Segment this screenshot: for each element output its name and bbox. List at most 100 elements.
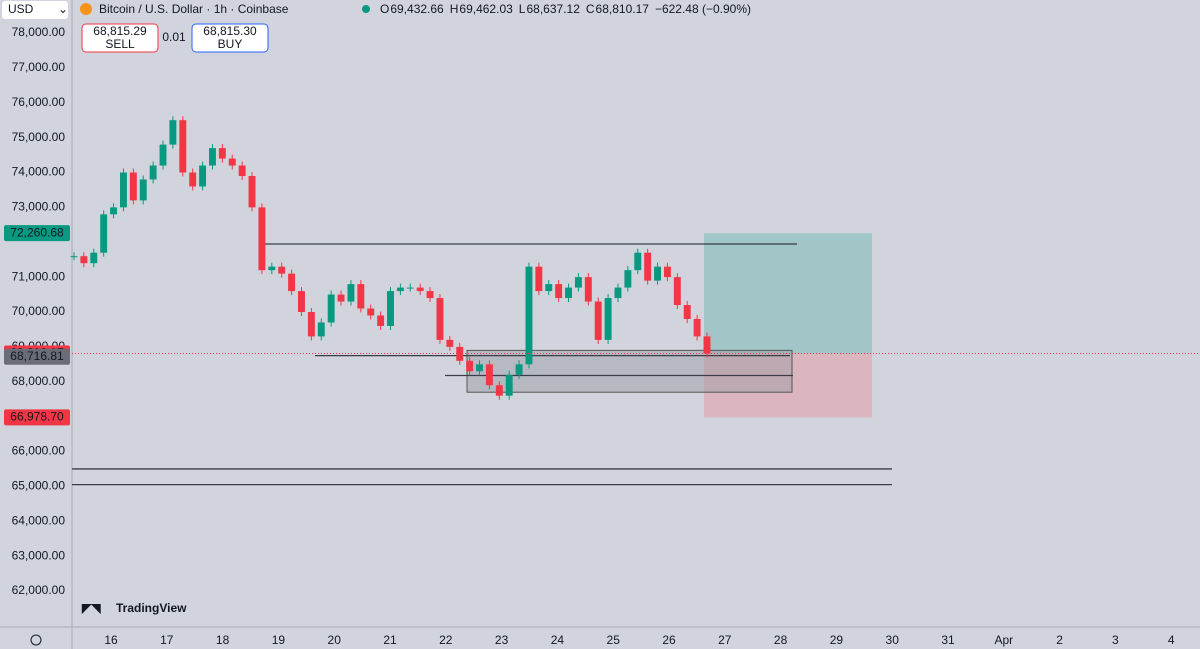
candle xyxy=(248,175,256,208)
candle xyxy=(663,266,671,278)
candle xyxy=(119,172,127,208)
y-tick-label: 70,000.00 xyxy=(12,304,66,318)
x-tick-label: 30 xyxy=(886,633,900,647)
candle xyxy=(396,287,404,292)
candle xyxy=(387,291,394,326)
currency: USD xyxy=(8,2,34,16)
candle xyxy=(199,165,207,187)
candle xyxy=(654,266,662,281)
price-badge xyxy=(4,225,70,242)
candle xyxy=(347,284,355,302)
buy-price: 68,815.30 xyxy=(203,24,257,38)
brand: TradingView xyxy=(116,601,187,615)
candle xyxy=(298,291,305,312)
target-zone xyxy=(704,233,872,354)
x-tick-label: 22 xyxy=(439,633,453,647)
candle xyxy=(416,287,424,292)
brand-mark: ◤◥ xyxy=(81,601,101,615)
currency-select[interactable] xyxy=(2,1,68,19)
price-badge xyxy=(4,348,70,365)
candle xyxy=(228,158,236,166)
x-tick-label: 31 xyxy=(941,633,955,647)
x-tick-label: Apr xyxy=(994,633,1013,647)
price-badge-label: 72,260.68 xyxy=(10,225,64,239)
candle xyxy=(288,273,296,292)
y-tick-label: 63,000.00 xyxy=(12,548,66,562)
ohlc-key: O xyxy=(380,2,389,16)
candle xyxy=(495,385,503,396)
candle xyxy=(436,298,444,340)
spread: 0.01 xyxy=(162,30,186,44)
buy-label: BUY xyxy=(218,37,243,51)
candle xyxy=(614,287,622,299)
sell-price: 68,815.29 xyxy=(93,24,147,38)
candle xyxy=(209,148,216,166)
candle xyxy=(268,266,276,271)
candle xyxy=(70,256,78,258)
sell-button[interactable] xyxy=(81,23,159,53)
ohlc-value: 69,432.66 xyxy=(390,2,444,16)
x-tick-label: 27 xyxy=(718,633,732,647)
candle xyxy=(159,144,167,166)
y-tick-label: 64,000.00 xyxy=(12,513,66,527)
x-tick-label: 3 xyxy=(1112,633,1119,647)
candle xyxy=(238,165,246,176)
x-tick-label: 19 xyxy=(272,633,286,647)
candle xyxy=(218,148,226,159)
x-tick-label: 26 xyxy=(662,633,676,647)
ohlc-key: L xyxy=(519,2,526,16)
candle xyxy=(644,252,652,281)
candle xyxy=(169,120,177,145)
candle xyxy=(307,312,315,337)
y-tick-label: 73,000.00 xyxy=(12,200,66,214)
y-tick-label: 76,000.00 xyxy=(12,95,66,109)
ohlc-key: C xyxy=(586,2,595,16)
candle xyxy=(426,291,434,299)
price-badge-label: 68,716.81 xyxy=(10,349,64,363)
candle xyxy=(129,172,137,201)
y-tick-label: 68,000.00 xyxy=(12,374,66,388)
candle xyxy=(624,270,632,288)
candle xyxy=(278,266,286,274)
candle xyxy=(139,179,147,201)
candle xyxy=(565,287,572,299)
y-tick-label: 74,000.00 xyxy=(12,165,66,179)
candle xyxy=(80,256,88,264)
x-tick-label: 23 xyxy=(495,633,509,647)
candle xyxy=(703,336,711,354)
candle xyxy=(179,120,187,173)
candle xyxy=(476,364,483,372)
stop-zone xyxy=(704,353,872,418)
candle xyxy=(90,252,98,264)
settings-icon[interactable] xyxy=(30,634,42,646)
buy-button[interactable] xyxy=(191,23,269,53)
y-tick-label: 65,000.00 xyxy=(12,479,66,493)
y-tick-label: 71,000.00 xyxy=(12,269,66,283)
y-tick-label: 62,000.00 xyxy=(12,583,66,597)
ohlc: O 69,432.66 H 69,462.03 L 68,637.12 C 68,810.17… xyxy=(380,2,751,16)
ohlc-value: 69,462.03 xyxy=(459,2,513,16)
price-badge xyxy=(4,409,70,426)
candle xyxy=(485,364,493,386)
ohlc-value: 68,637.12 xyxy=(526,2,580,16)
candle xyxy=(525,266,533,365)
x-tick-label: 20 xyxy=(328,633,342,647)
x-tick-label: 17 xyxy=(160,633,174,647)
candle xyxy=(189,172,197,187)
candle xyxy=(604,298,612,340)
ohlc-key: H xyxy=(450,2,459,16)
price-badge-label: 66,978.70 xyxy=(10,410,64,424)
candle xyxy=(584,277,592,302)
btc-icon xyxy=(80,3,92,15)
candle xyxy=(555,284,563,299)
candle xyxy=(446,339,454,347)
candle xyxy=(149,165,157,180)
candle xyxy=(110,207,118,215)
candle xyxy=(466,360,474,372)
x-tick-label: 2 xyxy=(1056,633,1063,647)
candle xyxy=(693,318,701,337)
x-tick-label: 25 xyxy=(607,633,621,647)
candle xyxy=(258,207,266,271)
candle xyxy=(683,305,691,319)
